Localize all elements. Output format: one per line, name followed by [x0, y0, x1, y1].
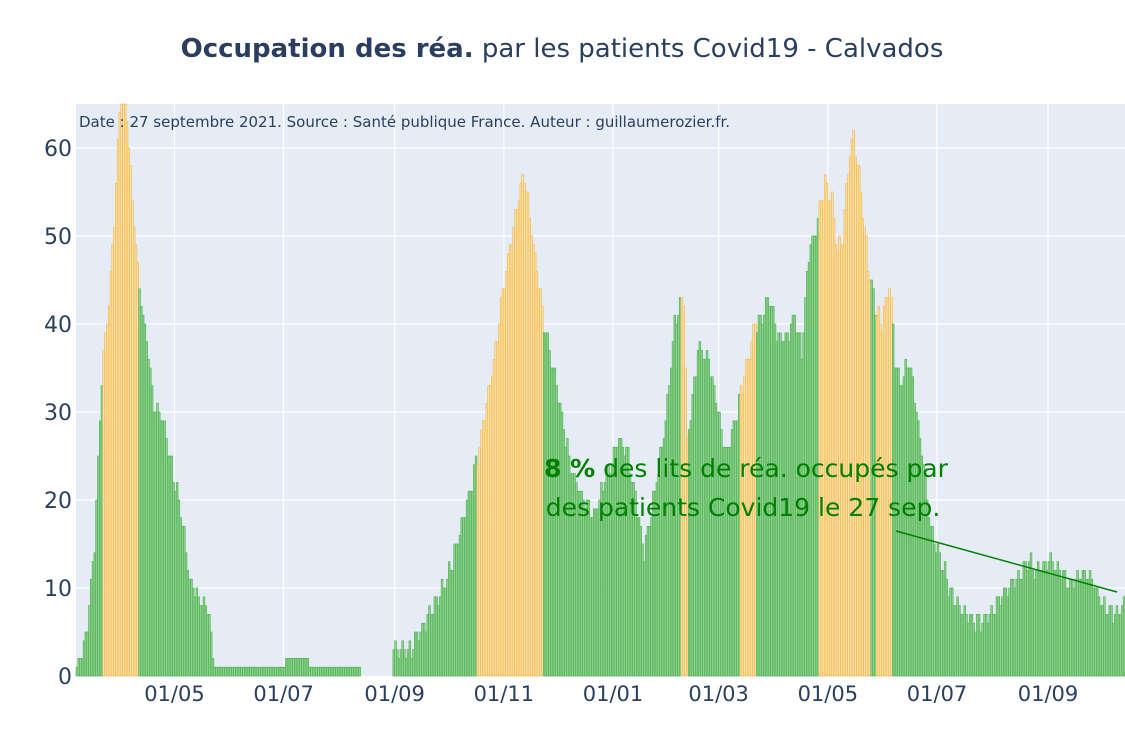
- y-tick-label: 60: [44, 137, 72, 162]
- x-tick-label: 01/11: [474, 682, 535, 706]
- y-axis: 0 10 20 30 40 50 60: [44, 137, 72, 690]
- x-tick-label: 01/07: [253, 682, 314, 706]
- x-tick-label: 01/03: [688, 682, 749, 706]
- chart-title-rest: par les patients Covid19 - Calvados: [474, 34, 944, 64]
- y-tick-label: 0: [58, 665, 72, 690]
- bar-series: [75, 103, 1125, 677]
- x-tick-label: 01/09: [364, 682, 425, 706]
- source-note: Date : 27 septembre 2021. Source : Santé…: [79, 113, 730, 131]
- annotation-percent: 8 %: [544, 454, 595, 483]
- chart-title: Occupation des réa. par les patients Cov…: [181, 34, 944, 64]
- y-tick-label: 30: [44, 401, 72, 426]
- annotation-line-2: des patients Covid19 le 27 sep.: [546, 493, 941, 522]
- y-tick-label: 40: [44, 313, 72, 338]
- chart-title-bold: Occupation des réa.: [181, 34, 474, 64]
- x-axis: 01/05 01/07 01/09 01/11 01/01 01/03 01/05 01/07…: [144, 682, 1078, 706]
- annotation-arrow: [895, 530, 1118, 593]
- y-tick-label: 10: [44, 577, 72, 602]
- y-tick-label: 50: [44, 225, 72, 250]
- x-tick-label: 01/05: [144, 682, 205, 706]
- x-tick-label: 01/07: [907, 682, 968, 706]
- annotation: 8 % des lits de réa. occupés par des pat…: [544, 454, 1118, 593]
- annotation-line-1: 8 % des lits de réa. occupés par: [544, 454, 949, 483]
- x-tick-label: 01/05: [798, 682, 859, 706]
- annotation-line-1-rest: des lits de réa. occupés par: [595, 454, 948, 483]
- bar: [358, 666, 361, 677]
- y-tick-label: 20: [44, 489, 72, 514]
- x-tick-label: 01/01: [583, 682, 644, 706]
- bar: [209, 631, 213, 677]
- x-tick-label: 01/09: [1018, 682, 1079, 706]
